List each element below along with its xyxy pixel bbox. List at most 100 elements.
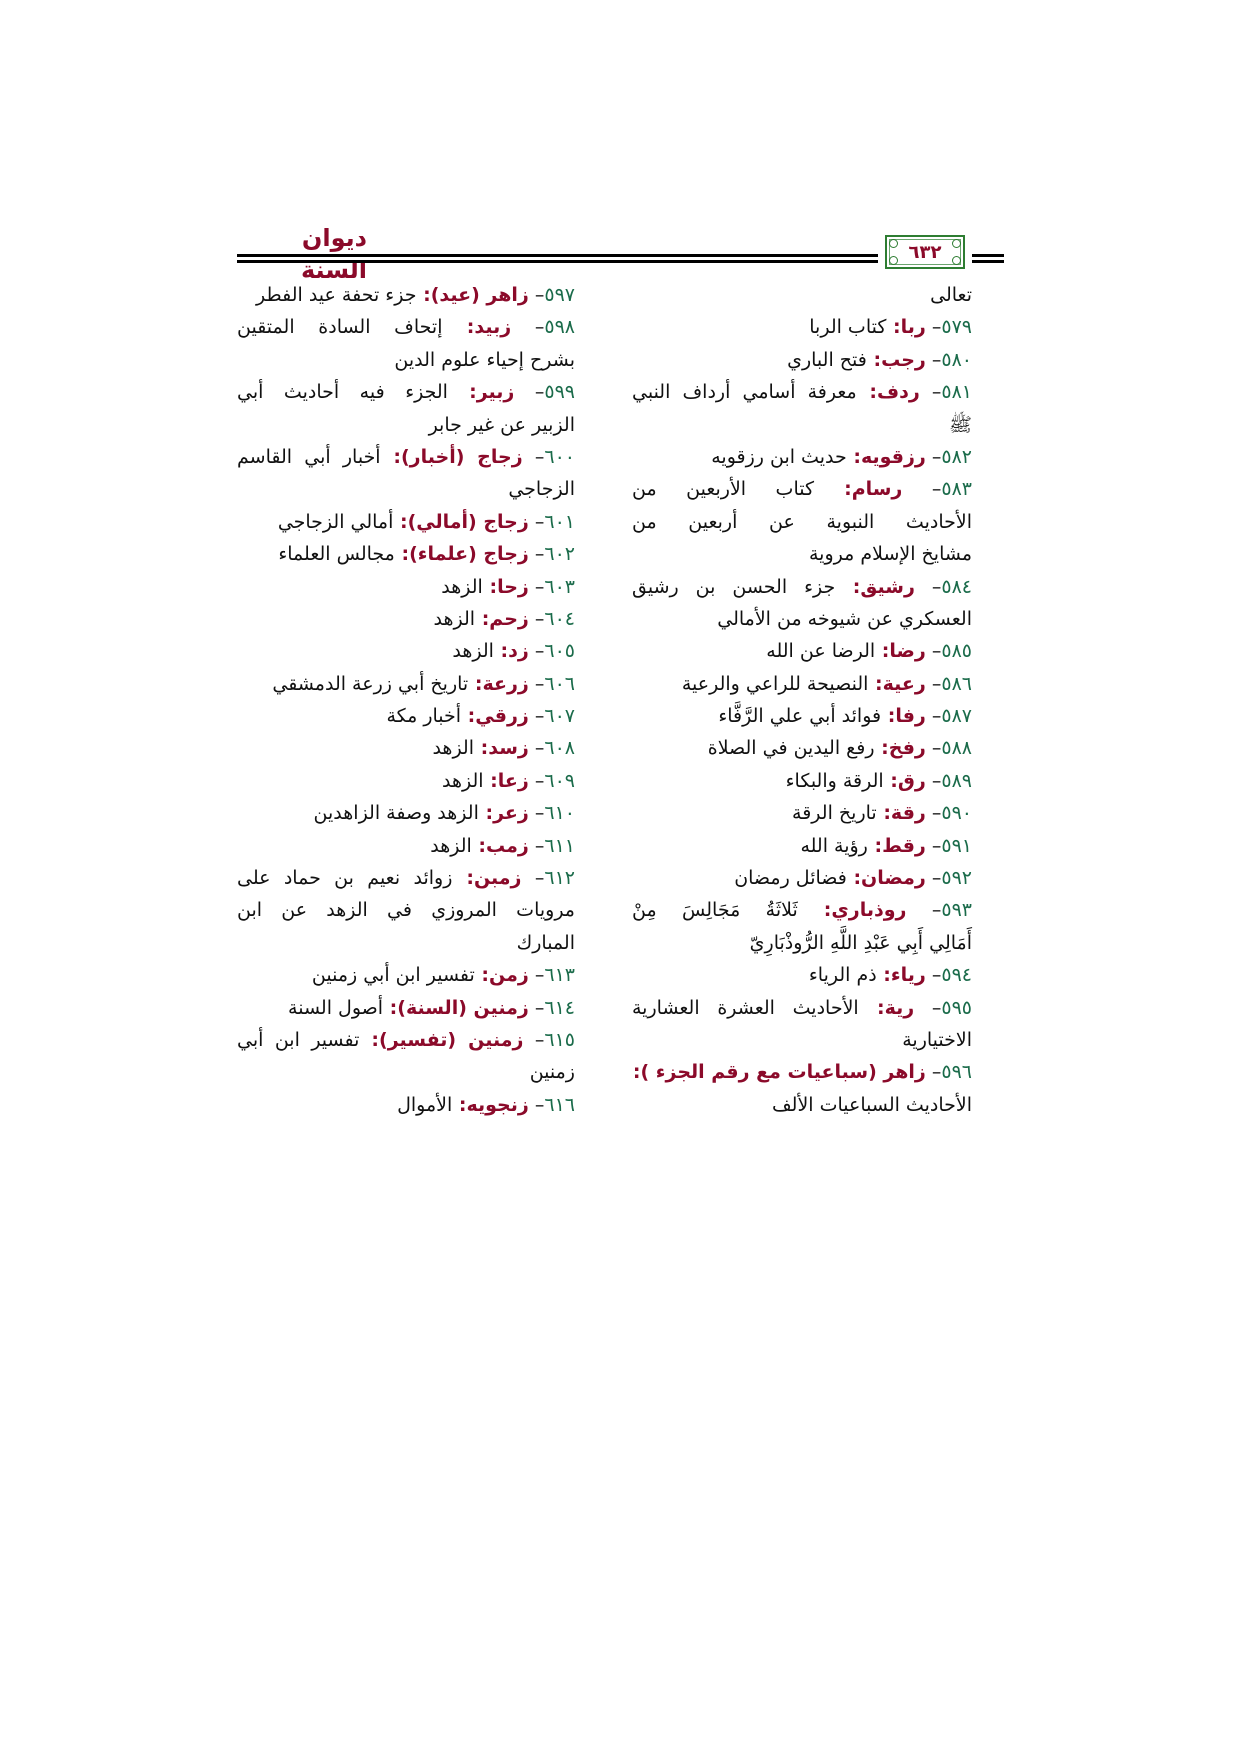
entry-text: الزهد <box>430 834 472 857</box>
entry-line: ٦١١– زمب: الزهد <box>430 834 575 857</box>
header-rule-right-bottom <box>972 260 1004 263</box>
entry-text: زوائد نعيم بن حماد على <box>237 867 453 890</box>
entry-text: جزء الحسن بن رشيق <box>632 575 836 598</box>
entry-line: ٦١٦– زنجويه: الأموال <box>397 1093 575 1116</box>
entry-number: ٥٨٠ <box>941 348 972 371</box>
entry-number: ٥٨٩ <box>941 769 972 792</box>
entry-number: ٦٠٦ <box>544 672 575 695</box>
entry-line: ٦١٠– زعر: الزهد وصفة الزاهدين <box>313 802 575 825</box>
keyword-colon: : <box>416 284 431 306</box>
keyword-colon: : <box>359 1028 380 1051</box>
entry-text: فوائد أبي علي الرَّفَّاء <box>718 705 882 728</box>
entry-line: ٥٨٧– رفا: فوائد أبي علي الرَّفَّاء <box>718 705 972 728</box>
entry-number: ٥٩٨ <box>544 316 575 339</box>
entry-keyword: زمن <box>489 964 529 987</box>
entry-text: الزهد وصفة الزاهدين <box>313 802 479 825</box>
entry-keyword: زرقي <box>475 705 529 728</box>
keyword-colon: : <box>797 899 832 922</box>
entry-text: العسكري عن شيوخه من الأمالي <box>717 607 972 630</box>
keyword-colon: : <box>876 964 891 987</box>
entry-number: ٦١٢ <box>544 867 575 890</box>
entry-text: الرقة والبكاء <box>785 769 884 792</box>
entry-number: ٦١٤ <box>544 996 575 1019</box>
entry-number: ٥٨٧ <box>941 705 972 728</box>
entry-line: ٥٨٣– رسام: كتاب الأربعين من <box>632 478 972 501</box>
continuation-line: ﷺ <box>632 409 972 441</box>
continuation-line: الزبير عن غير جابر <box>237 409 575 441</box>
header-rule-bottom <box>237 260 878 263</box>
entry-keyword: زبير <box>476 381 515 404</box>
entry-text: الأحاديث النبوية عن أربعين من <box>632 510 972 533</box>
entry-keyword: رق <box>897 769 926 792</box>
entry-text: أصول السنة <box>288 996 384 1019</box>
entry-text: ذم الرياء <box>808 964 877 987</box>
keyword-colon: : <box>478 802 494 825</box>
entry-text: إتحاف السادة المتقين <box>237 316 443 339</box>
continuation-line: زمنين <box>237 1056 575 1088</box>
continuation-line: العسكري عن شيوخه من الأمالي <box>632 603 972 635</box>
entry-line: ٥٩٩– زبير: الجزء فيه أحاديث أبي <box>237 381 575 404</box>
entry-number: ٦١٥ <box>544 1028 576 1051</box>
entry-keyword: رفخ <box>888 737 926 760</box>
keyword-colon: : <box>474 964 490 987</box>
continuation-line: أَمَالِي أَبِي عَبْدِ اللَّهِ الرُّوذْبَ… <box>632 927 972 959</box>
entry-text: تفسير ابن أبي زمنين <box>311 964 475 987</box>
entry-text: أمالي الزجاجي <box>277 510 394 533</box>
entry-number: ٦١٣ <box>544 964 575 987</box>
entry-text: ﷺ <box>949 413 972 436</box>
entry-line: ٥٩٢– رمضان: فضائل رمضان <box>734 867 972 890</box>
continuation-line: الأحاديث النبوية عن أربعين من <box>632 506 972 538</box>
entry-text: الجزء فيه أحاديث أبي <box>237 381 448 404</box>
entry-line: ٥٨٦– رعية: النصيحة للراعي والرعية <box>681 672 972 695</box>
left-column: ٥٩٧– زاهر (عيد): جزء تحفة عيد الفطر ٥٩٨– … <box>237 279 575 1121</box>
entry-line: ٦١٣– زمن: تفسير ابن أبي زمنين <box>311 964 575 987</box>
entry-line: ٦٠٠– زجاج (أخبار): أخبار أبي القاسم <box>237 445 575 468</box>
entry-line: ٥٩٠– رقة: تاريخ الرقة <box>792 802 972 825</box>
keyword-colon: : <box>883 769 898 792</box>
entry-keyword: رزقويه <box>860 445 926 468</box>
entry-number: ٦٠٠ <box>544 445 575 468</box>
entry-number: ٥٩٣ <box>941 899 973 922</box>
keyword-colon: : <box>383 996 398 1019</box>
entry-keyword: رعية <box>882 672 926 695</box>
page-number-frame: ٦٣٢ <box>885 235 965 269</box>
entry-keyword: زنجويه <box>466 1093 529 1116</box>
entry-text: مشايخ الإسلام مروية <box>809 543 972 566</box>
entry-text: الأحاديث السباعيات الألف <box>772 1093 972 1116</box>
entry-keyword: زد <box>508 640 529 663</box>
entry-keyword: رية <box>884 996 915 1019</box>
entry-keyword: زمب <box>486 834 529 857</box>
entry-number: ٥٨١ <box>941 381 973 404</box>
right-column: تعالى ٥٧٩– ربا: كتاب الربا ٥٨٠– رجب: فتح ا… <box>632 279 972 1121</box>
entry-keyword: ردف <box>877 381 920 404</box>
entry-number: ٦٠١ <box>544 510 575 533</box>
entry-text: الزهد <box>433 607 476 630</box>
entry-number: ٥٨٢ <box>941 445 972 468</box>
entry-number: ٦١٠ <box>544 802 575 825</box>
entry-number: ٥٨٣ <box>941 478 972 501</box>
entry-keyword: رمضان <box>861 867 926 890</box>
entry-line: ٦٠٩– زعا: الزهد <box>442 769 575 792</box>
entry-number: ٥٩٤ <box>941 964 972 987</box>
continuation-line: مرويات المروزي في الزهد عن ابن <box>237 894 575 926</box>
entry-line: ٦٠٧– زرقي: أخبار مكة <box>386 705 575 728</box>
entry-number: ٥٩٢ <box>941 867 972 890</box>
keyword-colon: : <box>394 543 410 566</box>
entry-keyword: زبيد <box>474 316 512 339</box>
entry-number: ٦١٦ <box>544 1093 575 1116</box>
entry-text: جزء تحفة عيد الفطر <box>256 284 417 306</box>
entry-text: معرفة أسامي أرداف النبي <box>632 381 857 404</box>
entry-keyword: رفا <box>895 705 926 728</box>
entry-keyword: رقة <box>890 802 926 825</box>
entry-number: ٥٩٥ <box>941 996 972 1019</box>
keyword-colon: : <box>835 575 861 598</box>
entry-text: الزهد <box>441 575 483 598</box>
entry-text: رفع اليدين في الصلاة <box>707 737 875 760</box>
entry-text: أَمَالِي أَبِي عَبْدِ اللَّهِ الرُّوذْبَ… <box>749 931 972 954</box>
entry-number: ٥٨٨ <box>941 737 972 760</box>
entry-keyword: رضا <box>889 640 926 663</box>
entry-line: ٦٠٣– زحا: الزهد <box>441 575 575 598</box>
entry-text: تعالى <box>930 284 972 306</box>
keyword-colon: : <box>468 672 483 695</box>
entry-text: الزهد <box>432 737 474 760</box>
